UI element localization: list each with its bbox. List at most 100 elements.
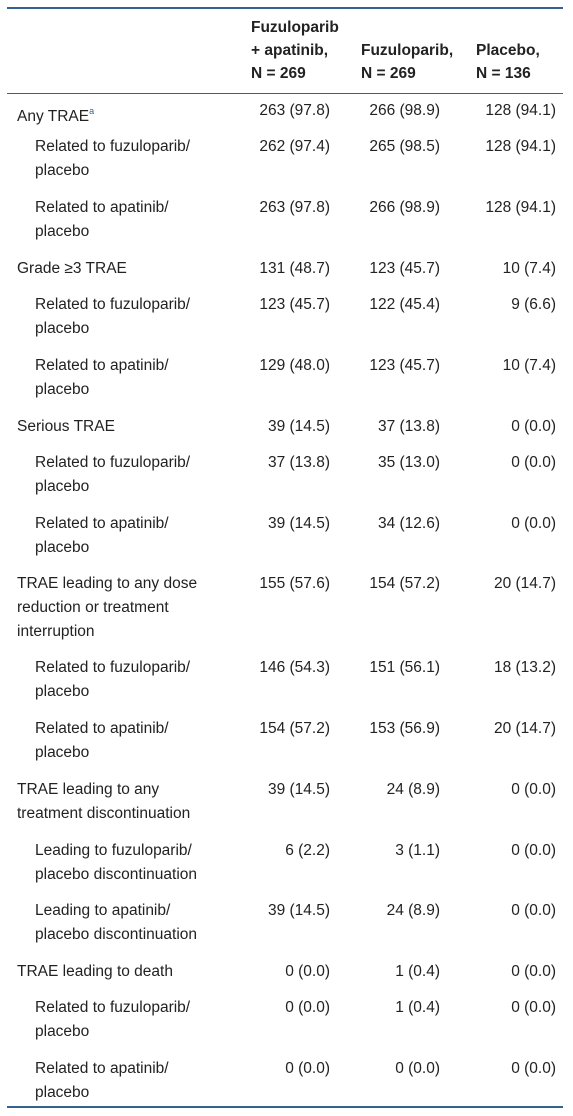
row-label-line: placebo [35, 320, 90, 337]
value-fuzuloparib-apatinib: 39 (14.5) [267, 515, 330, 532]
row-label: Related to apatinib/placebo [35, 1057, 169, 1105]
value-fuzuloparib: 37 (13.8) [377, 418, 440, 435]
value-placebo: 10 (7.4) [502, 357, 556, 374]
value-placebo: 128 (94.1) [485, 102, 556, 119]
row-label: Related to fuzuloparib/placebo [35, 451, 190, 499]
header-line: Fuzuloparib, [361, 42, 454, 59]
value-fuzuloparib-apatinib: 6 (2.2) [285, 842, 330, 859]
value-fuzuloparib-apatinib: 146 (54.3) [259, 659, 330, 676]
header-placebo: Placebo, N = 136 [476, 39, 540, 85]
value-fuzuloparib: 24 (8.9) [386, 902, 440, 919]
row-label-line: placebo [35, 478, 90, 495]
value-placebo: 0 (0.0) [511, 454, 556, 471]
value-fuzuloparib-apatinib: 0 (0.0) [285, 999, 330, 1016]
row-label-line: Related to apatinib/ [35, 199, 169, 216]
row-label-line: Related to apatinib/ [35, 1060, 169, 1077]
value-placebo: 0 (0.0) [511, 1060, 556, 1077]
header-fuzuloparib-apatinib: Fuzuloparib + apatinib, N = 269 [251, 16, 339, 85]
row-label-line: Related to apatinib/ [35, 515, 169, 532]
value-placebo: 128 (94.1) [485, 199, 556, 216]
value-fuzuloparib-apatinib: 123 (45.7) [259, 296, 330, 313]
value-fuzuloparib: 153 (56.9) [369, 720, 440, 737]
value-fuzuloparib: 123 (45.7) [369, 357, 440, 374]
row-label-line: placebo [35, 381, 90, 398]
row-label-line: Related to fuzuloparib/ [35, 659, 191, 676]
value-fuzuloparib: 1 (0.4) [395, 963, 440, 980]
value-fuzuloparib-apatinib: 0 (0.0) [285, 1060, 330, 1077]
value-fuzuloparib-apatinib: 129 (48.0) [259, 357, 330, 374]
value-fuzuloparib-apatinib: 39 (14.5) [267, 418, 330, 435]
header-line: + apatinib, [251, 42, 329, 59]
value-placebo: 10 (7.4) [502, 260, 556, 277]
row-label-line: placebo [35, 683, 90, 700]
value-fuzuloparib-apatinib: 37 (13.8) [267, 454, 330, 471]
row-label: Related to apatinib/placebo [35, 354, 169, 402]
row-label-line: TRAE leading to death [17, 963, 173, 980]
value-fuzuloparib: 122 (45.4) [369, 296, 440, 313]
value-placebo: 0 (0.0) [511, 999, 556, 1016]
row-label-line: placebo [35, 744, 90, 761]
row-label-line: placebo [35, 539, 90, 556]
value-placebo: 128 (94.1) [485, 138, 556, 155]
row-label-line: Related to apatinib/ [35, 720, 169, 737]
row-label-line: placebo discontinuation [35, 926, 198, 943]
row-label-line: Related to fuzuloparib/ [35, 999, 191, 1016]
value-fuzuloparib: 151 (56.1) [369, 659, 440, 676]
row-label: Related to fuzuloparib/placebo [35, 656, 190, 704]
value-fuzuloparib: 154 (57.2) [369, 575, 440, 592]
table-bottom-rule [7, 1106, 563, 1108]
value-placebo: 0 (0.0) [511, 842, 556, 859]
row-label: Grade ≥3 TRAE [17, 257, 127, 281]
value-placebo: 20 (14.7) [493, 575, 556, 592]
table-top-rule [7, 7, 563, 9]
value-fuzuloparib-apatinib: 39 (14.5) [267, 902, 330, 919]
row-label-line: TRAE leading to any dose [17, 575, 198, 592]
value-fuzuloparib: 1 (0.4) [395, 999, 440, 1016]
header-line: N = 269 [361, 65, 416, 82]
row-label-line: reduction or treatment [17, 599, 169, 616]
value-fuzuloparib-apatinib: 131 (48.7) [259, 260, 330, 277]
value-placebo: 0 (0.0) [511, 781, 556, 798]
row-label-line: placebo [35, 223, 90, 240]
row-label: Related to fuzuloparib/placebo [35, 135, 190, 183]
row-label: Related to apatinib/placebo [35, 512, 169, 560]
value-fuzuloparib-apatinib: 263 (97.8) [259, 102, 330, 119]
header-line: N = 136 [476, 65, 531, 82]
row-label: Related to fuzuloparib/placebo [35, 996, 190, 1044]
value-fuzuloparib: 123 (45.7) [369, 260, 440, 277]
value-placebo: 0 (0.0) [511, 902, 556, 919]
header-fuzuloparib: Fuzuloparib, N = 269 [361, 39, 453, 85]
row-label: Leading to fuzuloparib/placebo discontin… [35, 839, 197, 887]
value-fuzuloparib-apatinib: 262 (97.4) [259, 138, 330, 155]
value-fuzuloparib-apatinib: 0 (0.0) [285, 963, 330, 980]
row-label: Related to apatinib/placebo [35, 196, 169, 244]
row-label-line: Any TRAEa [17, 106, 95, 125]
row-label-line: Grade ≥3 TRAE [17, 260, 127, 277]
row-label-line: Serious TRAE [17, 418, 115, 435]
header-line: N = 269 [251, 65, 306, 82]
row-label: Related to fuzuloparib/placebo [35, 293, 190, 341]
value-fuzuloparib: 34 (12.6) [377, 515, 440, 532]
value-placebo: 18 (13.2) [493, 659, 556, 676]
row-label: Related to apatinib/placebo [35, 717, 169, 765]
row-label-line: interruption [17, 623, 95, 640]
value-fuzuloparib: 24 (8.9) [386, 781, 440, 798]
value-fuzuloparib-apatinib: 39 (14.5) [267, 781, 330, 798]
row-label-line: placebo [35, 1023, 90, 1040]
value-fuzuloparib-apatinib: 155 (57.6) [259, 575, 330, 592]
row-label-line: Related to fuzuloparib/ [35, 454, 191, 471]
value-fuzuloparib: 266 (98.9) [369, 102, 440, 119]
row-label-line: placebo [35, 162, 90, 179]
value-fuzuloparib: 266 (98.9) [369, 199, 440, 216]
value-fuzuloparib: 35 (13.0) [377, 454, 440, 471]
row-label: TRAE leading to any treatment discontinua… [17, 778, 190, 826]
row-label-line: Related to fuzuloparib/ [35, 296, 191, 313]
value-fuzuloparib: 0 (0.0) [395, 1060, 440, 1077]
value-placebo: 20 (14.7) [493, 720, 556, 737]
value-fuzuloparib: 265 (98.5) [369, 138, 440, 155]
row-label-line: treatment discontinuation [17, 805, 191, 822]
row-label-line: placebo [35, 1084, 90, 1101]
row-label: Any TRAEa [17, 99, 94, 129]
header-line: Fuzuloparib [251, 19, 339, 36]
value-placebo: 0 (0.0) [511, 963, 556, 980]
